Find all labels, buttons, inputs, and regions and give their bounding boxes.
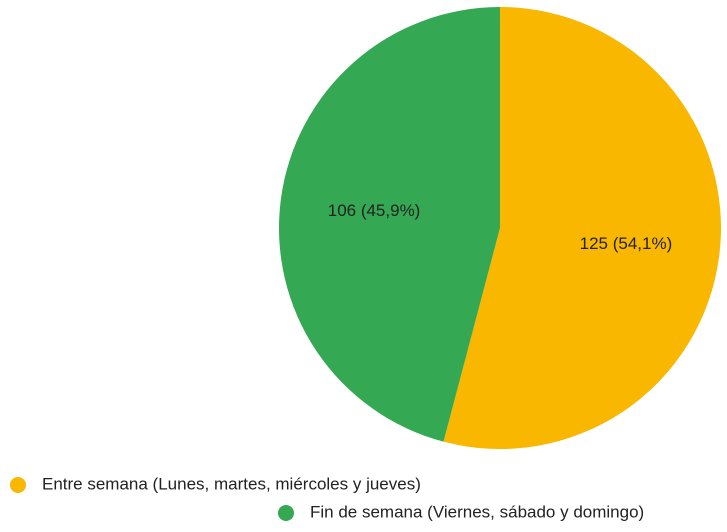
legend-label: Fin de semana (Viernes, sábado y domingo… [310,502,644,521]
pie-slice [279,7,500,442]
slice-label: 106 (45,9%) [328,201,421,220]
slice-label: 125 (54,1%) [580,234,673,253]
legend-swatch [10,477,26,493]
legend-swatch [278,505,294,521]
legend-label: Entre semana (Lunes, martes, miércoles y… [42,474,421,493]
pie-slice [443,7,722,449]
